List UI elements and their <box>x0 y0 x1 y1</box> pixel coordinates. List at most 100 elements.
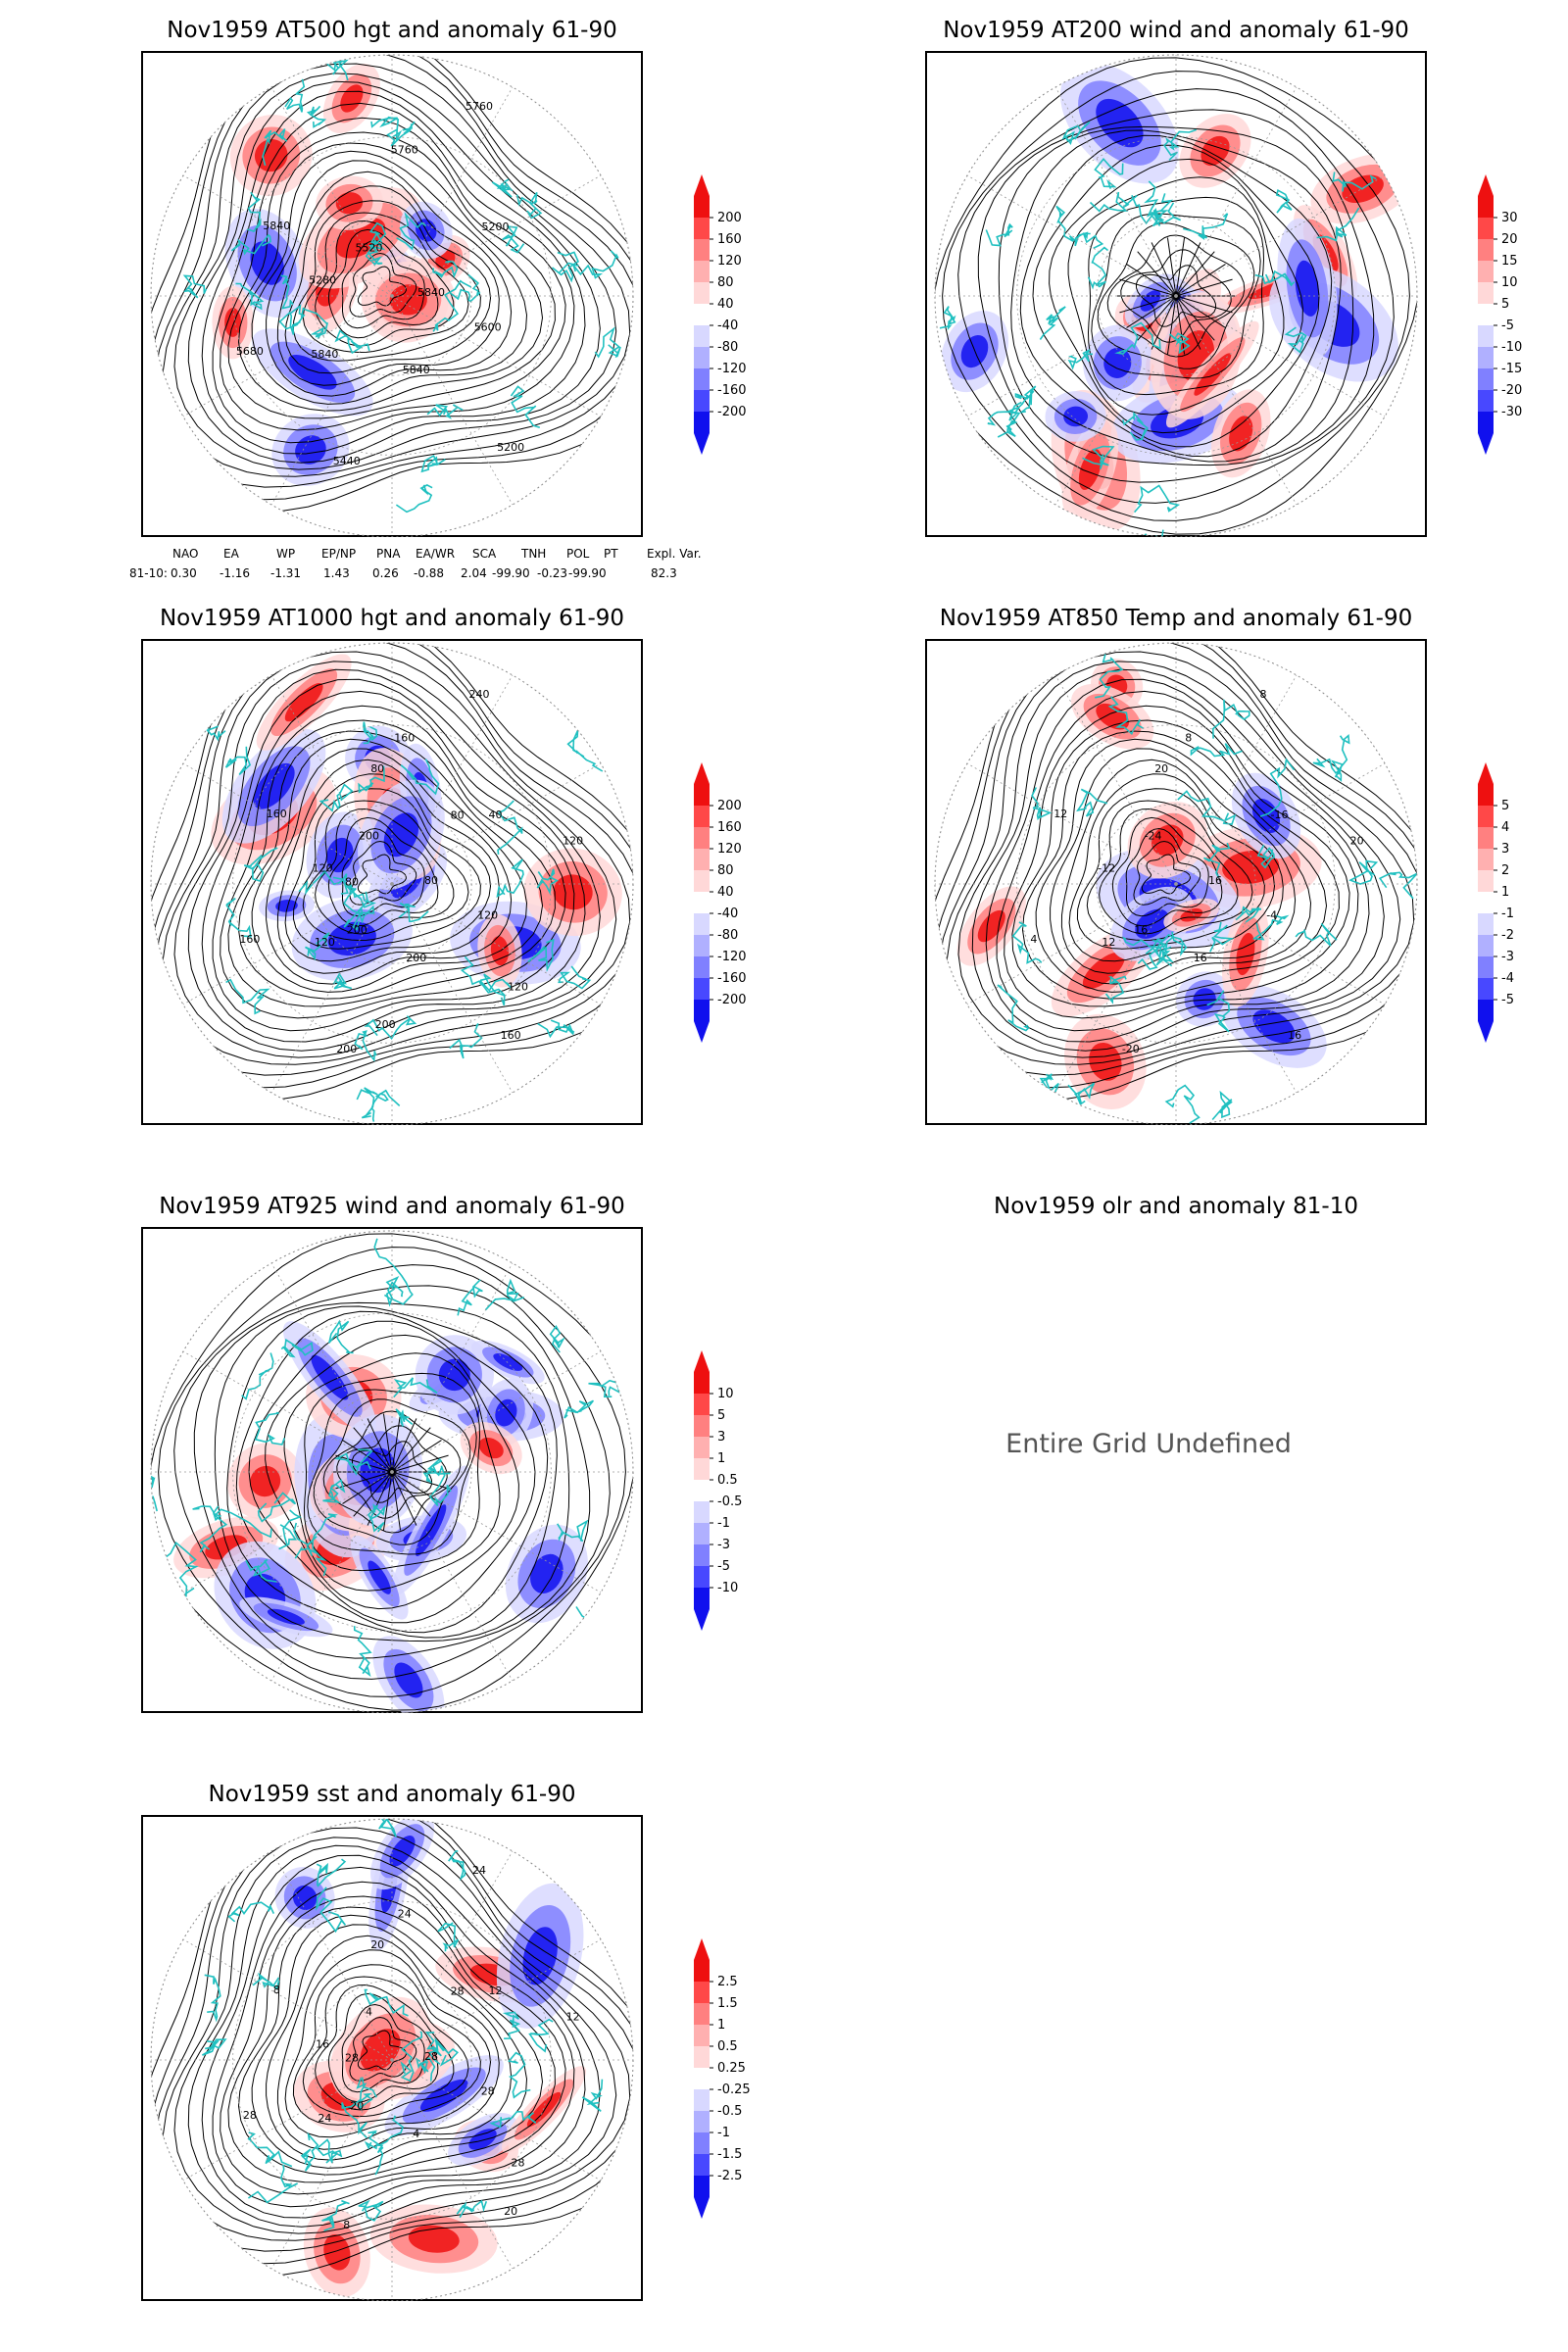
contour-label: 120 <box>315 936 335 949</box>
contour-line <box>1099 808 1239 935</box>
colorbar-tick-label: -1 <box>1501 906 1514 921</box>
negative-anomaly-region <box>493 1353 523 1371</box>
colorbar-segment <box>1478 218 1494 239</box>
coastline <box>549 1325 565 1353</box>
coastline <box>1211 1090 1233 1121</box>
colorbar-tick-label: 160 <box>717 232 742 247</box>
contour-label: -4 <box>1266 909 1277 922</box>
colorbar-bottom-arrow <box>1478 1021 1494 1043</box>
contour-line <box>201 1854 586 2219</box>
colorbar-tick-label: 10 <box>717 1387 734 1401</box>
negative-anomaly-region <box>468 2129 497 2150</box>
coastline <box>262 128 288 167</box>
contour-label: -12 <box>1098 862 1115 875</box>
contour-line <box>1111 816 1223 927</box>
colorbar-svg: 200 160 120 80 40 -40 -80 -120 -160 -200 <box>694 174 747 455</box>
coastline <box>151 1471 158 1512</box>
contour-line <box>201 678 586 1043</box>
polar-streamline <box>1175 295 1186 355</box>
colorbar-segment <box>694 1960 710 1982</box>
coastline <box>377 1819 397 1838</box>
colorbar-top-arrow <box>694 1350 710 1372</box>
negative-anomaly-region <box>1252 1009 1296 1044</box>
coastline <box>368 1503 386 1533</box>
colorbar-segment <box>694 2025 710 2046</box>
colorbar-tick-label: -40 <box>717 318 738 333</box>
index-row-label: 81-10: <box>129 566 168 580</box>
longitude-line <box>966 762 1177 885</box>
latitude-circle <box>232 1900 552 2220</box>
contour-label: -16 <box>1271 808 1289 821</box>
longitude-line <box>391 1938 602 2061</box>
longitude-line <box>1175 295 1386 417</box>
colorbar-segment <box>694 1437 710 1458</box>
contour-label: 120 <box>477 909 498 922</box>
contour-label: 5840 <box>311 348 338 361</box>
coastline <box>581 2079 604 2112</box>
contour-line <box>151 643 633 1101</box>
coastline <box>551 251 580 283</box>
colorbar-segment <box>694 1544 710 1566</box>
colorbar-tick-label: 20 <box>1501 232 1518 247</box>
index-header: PNA <box>376 547 401 561</box>
polar-streamline <box>1151 295 1177 350</box>
coastline <box>316 1886 347 1934</box>
index-value: -99.90 <box>492 566 530 580</box>
coastline <box>356 2077 377 2108</box>
contour-line <box>154 1819 633 2252</box>
colorbar-segment <box>694 913 710 935</box>
colorbar-tick-label: 10 <box>1501 275 1518 290</box>
contour-line <box>227 131 556 419</box>
contour-line <box>266 160 513 397</box>
coastline <box>322 1479 346 1504</box>
coastline <box>1107 696 1145 736</box>
coastline <box>564 1399 595 1419</box>
contour-label: 12 <box>1102 936 1115 949</box>
colorbar-segment <box>1478 368 1494 390</box>
contour-line <box>1035 738 1312 993</box>
contour-label: 40 <box>489 808 503 821</box>
polar-streamline <box>391 1471 402 1531</box>
contour-line <box>162 63 631 477</box>
contour-label: 80 <box>424 874 438 887</box>
colorbar-svg: 2.5 1.5 1 0.5 0.25 -0.25 -0.5 -1 -1.5 -2.5 <box>694 1938 751 2219</box>
map-content <box>151 1233 633 1713</box>
contour-line <box>220 1881 566 2195</box>
longitude-line <box>1054 295 1177 506</box>
coastline <box>1209 921 1234 953</box>
coastline <box>536 868 559 896</box>
coastline <box>247 2164 298 2204</box>
coastline <box>537 1019 575 1039</box>
index-header: Expl. Var. <box>647 547 702 561</box>
contour-line <box>315 808 455 935</box>
contour-line <box>276 759 500 974</box>
coastline <box>364 1015 417 1041</box>
coastline <box>354 1030 377 1062</box>
longitude-line <box>391 1471 514 1682</box>
index-value: -1.31 <box>270 566 302 580</box>
contour-label: 16 <box>316 2038 329 2051</box>
coastline <box>515 191 543 220</box>
longitude-line <box>391 86 514 297</box>
contour-line <box>327 1992 439 2103</box>
polar-streamline <box>1175 237 1186 297</box>
contour-line <box>284 185 492 374</box>
colorbar-segment <box>694 2132 710 2154</box>
contour-label: 5440 <box>333 455 361 467</box>
coastline <box>1039 306 1066 340</box>
colorbar-tick-label: -40 <box>717 906 738 921</box>
coastline <box>497 800 523 856</box>
coastline <box>235 282 265 311</box>
longitude-line <box>182 174 393 297</box>
contour-line <box>1076 788 1265 950</box>
contour-line <box>266 748 513 985</box>
coastline <box>319 55 349 81</box>
contour-label: 24 <box>318 2112 331 2125</box>
positive-anomaly-region <box>1151 824 1184 856</box>
coastline <box>491 178 514 198</box>
colorbar-tick-label: 200 <box>717 799 742 813</box>
coastline <box>356 1087 378 1119</box>
contour-label: 160 <box>501 1029 521 1042</box>
negative-anomaly-region <box>1251 798 1281 833</box>
contour-label: 5760 <box>466 100 493 113</box>
